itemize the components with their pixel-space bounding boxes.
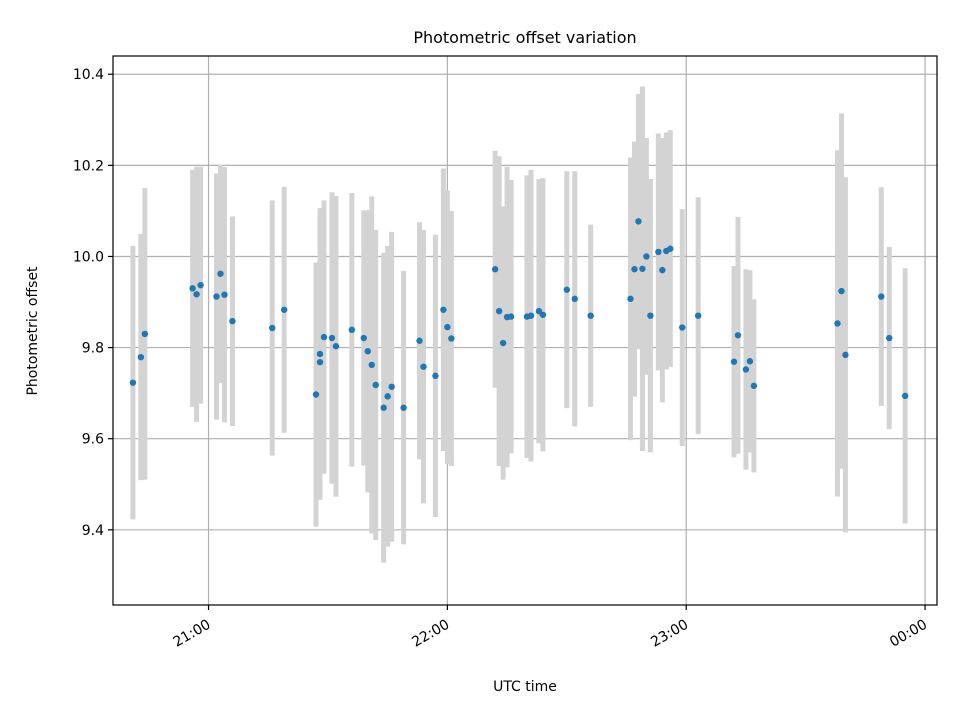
data-point — [730, 358, 738, 365]
data-point — [416, 337, 423, 344]
data-point — [495, 307, 503, 315]
data-point — [679, 324, 686, 331]
data-point — [420, 363, 427, 370]
data-point — [643, 253, 650, 260]
data-point — [655, 248, 662, 256]
data-point — [141, 330, 149, 338]
y-tick-label: 9.4 — [82, 523, 104, 539]
data-point — [834, 320, 841, 327]
data-point — [448, 335, 455, 342]
data-point — [539, 311, 547, 318]
data-point — [639, 265, 646, 272]
data-point — [587, 312, 594, 319]
data-point — [360, 334, 367, 342]
data-point — [886, 334, 893, 342]
data-point — [280, 306, 288, 313]
data-point — [563, 286, 570, 293]
data-point — [742, 366, 750, 373]
y-tick-label: 9.8 — [82, 341, 104, 357]
chart-title: Photometric offset variation — [413, 28, 636, 47]
data-point — [527, 312, 535, 319]
data-point — [571, 295, 578, 303]
data-point — [320, 333, 328, 341]
data-point — [746, 358, 754, 365]
data-point — [380, 404, 387, 411]
data-point — [838, 287, 845, 295]
data-point — [659, 266, 666, 274]
y-axis-ticks: 9.4 9.6 9.8 10.0 10.2 10.4 — [73, 67, 113, 539]
data-point — [316, 358, 324, 366]
data-point — [312, 391, 320, 398]
data-point — [364, 348, 371, 355]
data-point — [842, 351, 849, 359]
y-tick-label: 10.0 — [73, 249, 104, 265]
data-point — [499, 339, 507, 347]
data-points — [129, 218, 909, 411]
data-point — [750, 382, 758, 390]
data-point — [197, 281, 204, 289]
data-point — [332, 343, 340, 350]
plot-area-frame — [112, 55, 938, 606]
data-point — [507, 313, 515, 320]
data-point — [400, 404, 407, 411]
data-point — [229, 317, 236, 325]
data-point — [384, 393, 391, 400]
y-axis-label: Photometric offset — [25, 266, 41, 396]
data-point — [444, 323, 451, 331]
data-point — [388, 383, 395, 390]
data-point — [372, 381, 379, 389]
data-point — [137, 353, 145, 361]
y-tick-label: 10.4 — [73, 67, 104, 83]
data-point — [432, 372, 439, 380]
data-point — [635, 218, 642, 225]
data-point — [368, 361, 375, 369]
data-point — [221, 291, 228, 298]
data-point — [189, 285, 196, 292]
data-point — [269, 324, 276, 332]
data-point — [647, 312, 654, 319]
data-point — [901, 392, 909, 400]
data-point — [217, 270, 224, 277]
data-point — [667, 245, 674, 252]
y-tick-label: 9.6 — [82, 432, 104, 448]
data-point — [316, 350, 324, 358]
data-point — [878, 293, 885, 300]
data-point — [440, 306, 447, 313]
data-point — [129, 379, 137, 386]
data-point — [213, 293, 220, 300]
data-point — [491, 266, 499, 273]
data-point — [734, 332, 742, 339]
data-point — [631, 266, 638, 273]
data-point — [193, 291, 200, 298]
data-point — [328, 334, 336, 342]
x-axis-label: UTC time — [493, 679, 557, 695]
data-point — [348, 326, 356, 334]
y-tick-label: 10.2 — [73, 158, 104, 174]
data-point — [627, 295, 634, 303]
data-point — [694, 312, 702, 319]
